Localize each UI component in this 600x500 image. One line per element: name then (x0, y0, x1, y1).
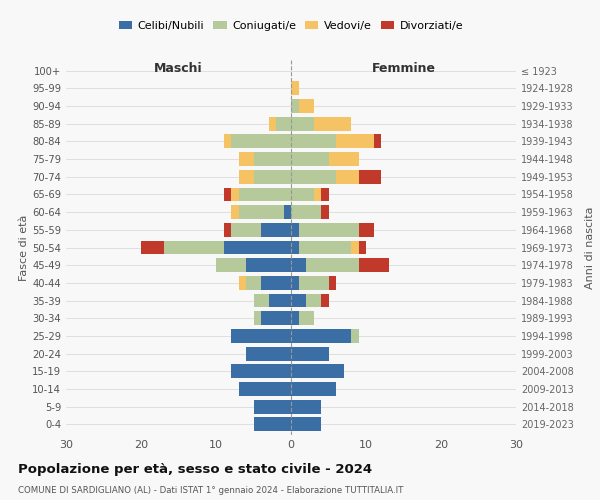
Bar (284, 205, 291, 219)
Y-axis label: Anni di nascita: Anni di nascita (585, 206, 595, 289)
Bar (269, 294, 291, 308)
Bar (246, 276, 261, 290)
Bar (223, 134, 231, 148)
Bar (223, 188, 231, 202)
Bar (299, 276, 329, 290)
Bar (291, 134, 336, 148)
Bar (359, 240, 366, 254)
Bar (359, 170, 381, 183)
Bar (231, 188, 239, 202)
Bar (261, 312, 291, 325)
Bar (291, 205, 321, 219)
Bar (291, 117, 314, 130)
Text: Maschi: Maschi (154, 62, 203, 75)
Bar (329, 152, 359, 166)
Bar (359, 223, 373, 236)
Bar (291, 294, 306, 308)
Text: Femmine: Femmine (371, 62, 436, 75)
Bar (223, 240, 291, 254)
Bar (321, 205, 329, 219)
Bar (299, 223, 359, 236)
Bar (291, 99, 299, 113)
Bar (314, 117, 351, 130)
Bar (239, 382, 291, 396)
Bar (239, 276, 246, 290)
Text: COMUNE DI SARDIGLIANO (AL) - Dati ISTAT 1° gennaio 2024 - Elaborazione TUTTITALI: COMUNE DI SARDIGLIANO (AL) - Dati ISTAT … (18, 486, 403, 495)
Bar (163, 240, 223, 254)
Bar (291, 400, 321, 413)
Bar (306, 258, 359, 272)
Bar (291, 240, 299, 254)
Bar (291, 276, 299, 290)
Bar (291, 188, 314, 202)
Y-axis label: Fasce di età: Fasce di età (19, 214, 29, 280)
Bar (231, 223, 261, 236)
Bar (291, 329, 351, 343)
Bar (291, 223, 299, 236)
Bar (254, 418, 291, 432)
Bar (216, 258, 246, 272)
Bar (269, 117, 276, 130)
Bar (254, 400, 291, 413)
Bar (276, 117, 291, 130)
Bar (239, 188, 291, 202)
Bar (291, 364, 343, 378)
Bar (291, 418, 321, 432)
Bar (231, 329, 291, 343)
Bar (373, 134, 381, 148)
Bar (291, 312, 299, 325)
Bar (291, 258, 306, 272)
Bar (239, 170, 254, 183)
Bar (141, 240, 163, 254)
Bar (291, 382, 336, 396)
Bar (239, 152, 254, 166)
Bar (336, 170, 359, 183)
Bar (246, 346, 291, 360)
Bar (329, 276, 336, 290)
Bar (299, 99, 314, 113)
Bar (291, 152, 329, 166)
Bar (321, 294, 329, 308)
Bar (299, 312, 314, 325)
Bar (254, 152, 291, 166)
Bar (336, 134, 373, 148)
Bar (351, 329, 359, 343)
Bar (291, 82, 299, 95)
Bar (246, 258, 291, 272)
Bar (314, 188, 321, 202)
Bar (359, 258, 389, 272)
Bar (321, 188, 329, 202)
Bar (299, 240, 351, 254)
Bar (254, 170, 291, 183)
Bar (351, 240, 359, 254)
Bar (254, 312, 261, 325)
Bar (254, 294, 269, 308)
Bar (291, 346, 329, 360)
Bar (231, 205, 239, 219)
Bar (306, 294, 321, 308)
Bar (261, 276, 291, 290)
Text: Popolazione per età, sesso e stato civile - 2024: Popolazione per età, sesso e stato civil… (18, 462, 372, 475)
Bar (291, 170, 336, 183)
Bar (239, 205, 284, 219)
Bar (231, 134, 291, 148)
Bar (231, 364, 291, 378)
Bar (261, 223, 291, 236)
Bar (223, 223, 231, 236)
Legend: Celibi/Nubili, Coniugati/e, Vedovi/e, Divorziati/e: Celibi/Nubili, Coniugati/e, Vedovi/e, Di… (119, 20, 463, 30)
